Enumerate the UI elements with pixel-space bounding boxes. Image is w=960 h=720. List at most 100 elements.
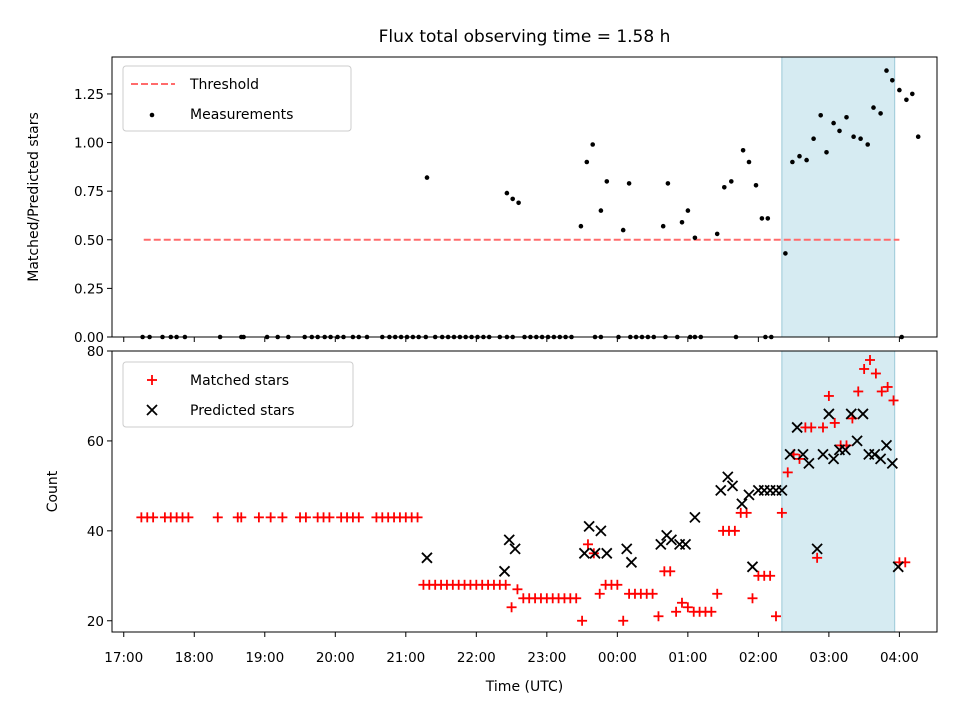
predicted-star-point — [797, 448, 809, 461]
cross-stroke-b — [715, 484, 727, 497]
matched-star-point — [277, 512, 288, 523]
cross-stroke-b — [839, 444, 851, 456]
cross-stroke-b — [880, 439, 893, 452]
measurement-point — [746, 159, 752, 165]
measurement-point — [598, 208, 604, 213]
bottom-y-tick-label: 20 — [87, 614, 104, 630]
predicted-star-point — [578, 547, 591, 559]
top-y-tick-label: 0.00 — [74, 330, 104, 346]
matched-star-point — [729, 525, 740, 536]
bottom-panel: 20 40 60 80 17:00 18:00 19:00 20:00 21:00 22:00 2… — [45, 344, 938, 695]
measurement-points — [140, 68, 921, 340]
matched-star-point — [500, 579, 511, 590]
predicted-star-point — [595, 525, 607, 537]
predicted-star-point — [715, 484, 727, 497]
legend-predicted-label: Predicted stars — [190, 403, 295, 419]
top-y-ticks: 0.00 0.25 0.50 0.75 1.00 1.25 — [74, 87, 112, 346]
measurement-point — [590, 142, 595, 147]
matched-star-point — [671, 606, 682, 617]
predicted-star-point — [886, 457, 898, 470]
measurement-point — [890, 78, 895, 83]
cross-stroke-b — [689, 511, 701, 523]
predicted-star-point — [621, 543, 633, 555]
measurement-point — [783, 251, 788, 256]
top-y-tick-label: 0.25 — [74, 281, 104, 297]
measurement-point — [844, 115, 849, 120]
cross-stroke-b — [625, 556, 638, 568]
matched-star-point — [853, 386, 864, 397]
x-tick-label: 21:00 — [386, 650, 425, 666]
matched-star-point — [747, 593, 758, 604]
measurement-point — [797, 153, 802, 159]
legend-measurements-swatch — [149, 112, 155, 118]
top-y-axis-label: Matched/Predicted stars — [26, 112, 42, 282]
cross-stroke-b — [743, 489, 755, 501]
cross-stroke-b — [892, 561, 904, 573]
matched-star-point — [765, 570, 776, 581]
measurement-point — [424, 175, 430, 180]
matched-star-point — [618, 615, 629, 626]
matched-star-point — [612, 579, 623, 590]
matched-star-point — [812, 552, 823, 563]
cross-stroke-b — [817, 448, 829, 461]
top-x-ticks — [123, 337, 900, 342]
measurement-point — [626, 181, 632, 186]
matched-star-point — [506, 602, 517, 613]
cross-stroke-b — [601, 547, 613, 559]
cross-stroke-b — [851, 435, 863, 447]
matched-star-point — [770, 611, 781, 622]
measurement-point — [660, 223, 666, 229]
matched-star-point — [865, 354, 876, 365]
legend-plus-marker — [147, 375, 157, 385]
matched-star-point — [882, 381, 893, 392]
matched-star-point — [829, 417, 840, 428]
cross-stroke-b — [746, 561, 759, 573]
cross-stroke-b — [665, 534, 678, 546]
predicted-star-point — [655, 538, 667, 550]
cross-stroke-b — [578, 547, 591, 559]
matched-star-point — [682, 602, 693, 613]
measurement-point — [665, 181, 671, 186]
bottom-y-tick-label: 40 — [87, 524, 104, 540]
matched-star-point — [265, 512, 276, 523]
cross-stroke-b — [811, 543, 823, 555]
measurement-point — [604, 179, 610, 184]
bottom-x-ticks: 17:00 18:00 19:00 20:00 21:00 22:00 23:00 00:00… — [104, 632, 919, 666]
legend-threshold-label: Threshold — [189, 77, 259, 93]
measurement-point — [765, 216, 771, 221]
top-y-tick-label: 0.75 — [74, 184, 104, 200]
matched-star-point — [888, 395, 899, 406]
cross-stroke-b — [589, 547, 601, 559]
cross-stroke-b — [857, 408, 869, 420]
top-y-tick-label: 1.00 — [74, 136, 104, 152]
measurement-point — [824, 150, 829, 155]
cross-stroke-b — [776, 484, 788, 497]
matched-star-point — [876, 386, 887, 397]
measurement-point — [584, 159, 590, 165]
measurement-point — [904, 97, 909, 103]
measurement-point — [578, 223, 584, 229]
x-tick-label: 01:00 — [668, 650, 707, 666]
predicted-star-point — [869, 448, 881, 461]
measurement-point — [897, 87, 902, 93]
measurement-point — [818, 113, 823, 118]
cross-stroke-b — [655, 538, 667, 550]
x-tick-label: 03:00 — [809, 650, 848, 666]
top-panel: 0.00 0.25 0.50 0.75 1.00 1.25 Flux total obse… — [26, 27, 938, 346]
cross-stroke-b — [845, 408, 857, 420]
legend-cross-marker — [146, 404, 158, 416]
matched-star-point — [582, 539, 593, 550]
matched-star-point — [870, 368, 881, 379]
matched-star-point — [806, 422, 817, 433]
x-tick-label: 23:00 — [527, 650, 566, 666]
cross-stroke-b — [797, 448, 809, 461]
measurement-point — [692, 235, 698, 241]
predicted-star-point — [625, 556, 638, 568]
measurement-point — [510, 196, 515, 202]
top-y-tick-label: 1.25 — [74, 87, 104, 103]
measurement-point — [685, 208, 691, 213]
matched-star-point — [653, 611, 664, 622]
x-tick-label: 20:00 — [316, 650, 355, 666]
cross-stroke-b — [869, 448, 881, 461]
predicted-star-point — [817, 448, 829, 461]
